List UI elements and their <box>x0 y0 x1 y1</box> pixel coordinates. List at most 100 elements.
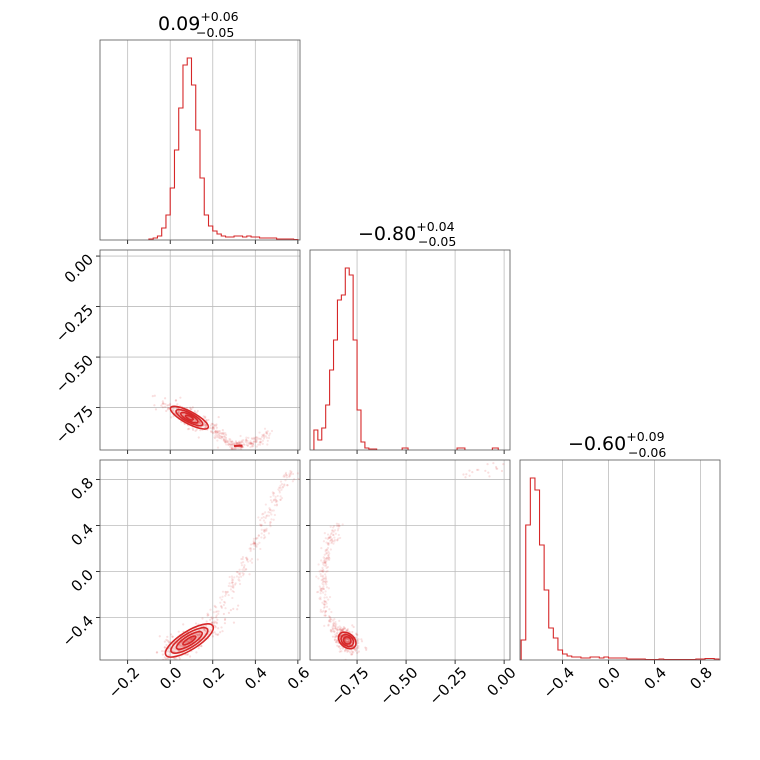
scatter-point <box>161 406 164 409</box>
scatter-point <box>195 411 198 414</box>
scatter-point <box>234 441 238 444</box>
scatter-point <box>477 468 480 471</box>
scatter-point <box>259 524 262 527</box>
scatter-point <box>321 610 324 613</box>
scatter-point <box>263 435 266 439</box>
scatter-point <box>329 630 333 633</box>
scatter-point <box>231 577 234 580</box>
scatter-contour-param-2-vs-1 <box>306 459 511 664</box>
scatter-point <box>158 662 160 664</box>
scatter-point <box>265 431 268 434</box>
scatter-point <box>272 494 275 497</box>
scatter-point <box>211 422 214 426</box>
scatter-point <box>291 480 294 483</box>
scatter-point <box>253 542 256 546</box>
scatter-point <box>319 569 322 572</box>
scatter-point <box>330 541 333 545</box>
scatter-point <box>324 561 327 564</box>
scatter-point <box>319 573 322 576</box>
scatter-point <box>346 629 349 632</box>
scatter-point <box>331 529 335 532</box>
density-contour <box>182 635 197 646</box>
scatter-point <box>324 564 328 567</box>
axes-frame <box>99 459 301 661</box>
scatter-point <box>337 522 340 526</box>
scatter-point <box>169 404 172 407</box>
scatter-point <box>248 573 251 576</box>
scatter-point <box>223 439 226 442</box>
scatter-point <box>339 629 342 632</box>
scatter-point <box>322 585 325 588</box>
scatter-point <box>338 625 341 628</box>
scatter-point <box>218 431 221 435</box>
param-0-title: 0.09+0.06 <box>158 9 239 35</box>
scatter-point <box>252 442 255 446</box>
scatter-point <box>235 575 239 578</box>
scatter-point <box>192 637 195 640</box>
scatter-point <box>289 473 293 476</box>
scatter-point <box>335 635 339 638</box>
scatter-point <box>324 590 327 593</box>
scatter-point <box>266 432 269 435</box>
scatter-point <box>324 609 328 613</box>
scatter-point <box>223 618 227 622</box>
scatter-point <box>324 593 327 596</box>
scatter-point <box>175 658 178 660</box>
scatter-point <box>253 544 256 547</box>
scatter-point <box>342 627 345 630</box>
scatter-point <box>224 594 227 597</box>
scatter-point <box>330 610 333 614</box>
scatter-point <box>223 435 226 438</box>
scatter-point <box>246 439 249 443</box>
param-1-title-minus: −0.05 <box>418 234 456 249</box>
scatter-point <box>319 592 322 595</box>
scatter-point <box>256 558 259 561</box>
scatter-point <box>245 439 248 442</box>
scatter-point <box>174 399 178 402</box>
scatter-point <box>326 570 329 573</box>
scatter-point <box>262 434 265 437</box>
scatter-point <box>325 566 328 570</box>
scatter-point <box>230 446 234 449</box>
scatter-point <box>282 475 285 478</box>
scatter-point <box>219 601 222 604</box>
scatter-point <box>228 440 232 443</box>
scatter-point <box>231 585 234 589</box>
scatter-point <box>255 545 258 548</box>
scatter-point <box>239 434 242 438</box>
scatter-point <box>322 606 326 609</box>
scatter-point <box>502 463 505 466</box>
scatter-point <box>487 471 490 474</box>
scatter-point <box>219 631 222 634</box>
scatter-point <box>468 474 471 477</box>
scatter-point <box>342 625 345 629</box>
scatter-point <box>488 475 491 478</box>
scatter-point <box>189 408 192 411</box>
scatter-point <box>265 514 269 517</box>
scatter-point <box>222 438 225 441</box>
scatter-point <box>222 439 225 442</box>
scatter-point <box>257 437 260 440</box>
axes-frame <box>309 249 511 451</box>
scatter-point <box>324 537 327 540</box>
scatter-point <box>226 591 229 594</box>
scatter-point <box>250 442 254 445</box>
scatter-point <box>465 473 468 476</box>
scatter-point <box>356 651 359 654</box>
scatter-point <box>239 440 243 443</box>
scatter-point <box>164 405 167 408</box>
scatter-point <box>289 469 292 473</box>
scatter-point <box>265 432 268 435</box>
scatter-point <box>344 639 347 642</box>
scatter-point <box>166 404 169 407</box>
scatter-point <box>271 491 274 494</box>
scatter-point <box>345 628 348 632</box>
scatter-point <box>323 596 326 599</box>
scatter-point <box>322 591 325 594</box>
scatter-point <box>219 596 222 599</box>
scatter-point <box>279 486 282 489</box>
scatter-point <box>276 500 279 503</box>
scatter-point <box>281 486 284 489</box>
scatter-point <box>229 441 233 444</box>
scatter-point <box>241 571 244 575</box>
